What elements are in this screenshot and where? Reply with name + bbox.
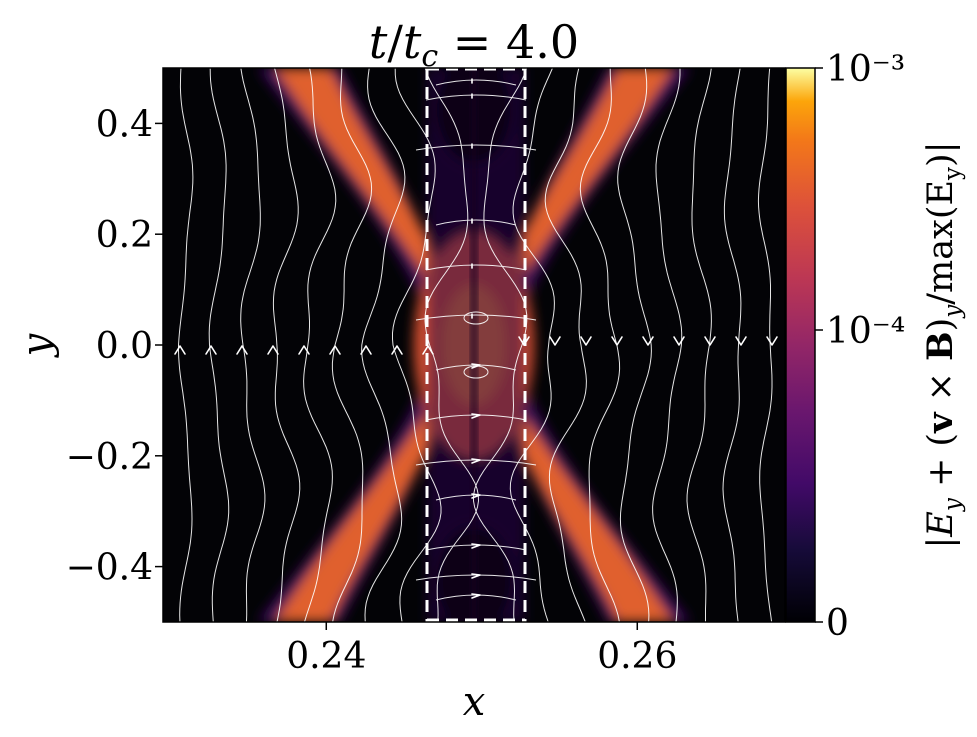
- colorbar-tick-label: 0: [826, 603, 849, 644]
- streamline: [240, 68, 266, 622]
- streamline-arrow: [735, 336, 747, 346]
- streamline-arrow: [704, 336, 716, 346]
- streamline-arrow: [471, 458, 481, 464]
- streamline-arrow: [471, 363, 481, 369]
- streamline-arrow: [642, 336, 654, 346]
- streamline-arrow: [205, 345, 217, 355]
- x-axis-label: x: [463, 679, 486, 725]
- colorbar-frame: [785, 67, 816, 623]
- y-axis-label: y: [14, 332, 60, 358]
- y-tick-label: 0.4: [96, 104, 153, 145]
- streamline: [331, 68, 373, 622]
- streamline: [303, 68, 337, 622]
- streamline-arrow: [611, 336, 623, 346]
- x-axis: 0.24 0.26: [286, 622, 677, 677]
- streamline: [509, 68, 555, 622]
- x-tick-label: 0.26: [597, 636, 677, 677]
- colorbar-tick-label: 10⁻⁴: [826, 311, 905, 352]
- streamline-arrows: [174, 78, 778, 599]
- streamline-arrow: [471, 593, 481, 599]
- chart-title: t/tc = 4.0: [369, 15, 579, 74]
- streamline-arrow: [471, 543, 481, 549]
- colorbar-tick-label: 10⁻³: [826, 49, 905, 90]
- streamline-arrow: [360, 345, 372, 355]
- streamline-loop: [463, 311, 489, 325]
- y-tick-label: 0.0: [96, 326, 153, 367]
- streamline: [757, 68, 773, 622]
- y-axis: 0.4 0.2 0.0 −0.2 −0.4: [66, 104, 163, 589]
- streamline: [435, 219, 517, 226]
- streamline-arrow: [236, 345, 248, 355]
- streamline-arrow: [298, 345, 310, 355]
- central-seam: [470, 68, 478, 622]
- streamline-arrow: [471, 573, 481, 579]
- streamline-arrow: [580, 336, 592, 346]
- streamline: [415, 314, 537, 321]
- streamline: [617, 68, 652, 622]
- y-tick-label: 0.2: [96, 215, 153, 256]
- streamline-arrow: [766, 336, 778, 346]
- streamline-arrow: [174, 345, 186, 355]
- streamline: [425, 94, 527, 101]
- colorbar: 0 10⁻⁴ 10⁻³ |Ey + (v × B)y/max(Ey)|: [785, 49, 966, 644]
- streamline: [435, 79, 517, 86]
- streamline: [392, 68, 442, 622]
- streamline-arrow: [329, 345, 341, 355]
- streamline: [425, 264, 527, 271]
- colorbar-label: |Ey + (v × B)y/max(Ey)|: [920, 141, 966, 548]
- plot-area: [162, 67, 786, 623]
- x-tick-label: 0.24: [286, 636, 366, 677]
- streamline: [272, 68, 301, 622]
- streamline-arrow: [391, 345, 403, 355]
- streamline-arrow: [471, 413, 481, 419]
- field-streamlines: [178, 68, 773, 622]
- colorbar-gradient: [786, 68, 815, 622]
- streamline-arrow: [549, 336, 561, 346]
- streamline: [722, 68, 742, 622]
- streamline-arrow: [673, 336, 685, 346]
- streamline: [208, 68, 230, 622]
- streamline-arrow: [267, 345, 279, 355]
- y-tick-label: −0.4: [66, 548, 153, 589]
- streamline: [361, 68, 406, 622]
- streamline: [652, 68, 683, 622]
- streamline: [424, 68, 480, 622]
- y-tick-label: −0.2: [66, 437, 153, 478]
- streamline-arrow: [471, 493, 481, 499]
- streamline: [178, 68, 194, 622]
- streamline: [415, 144, 537, 151]
- streamline: [472, 68, 528, 622]
- streamline: [544, 68, 587, 622]
